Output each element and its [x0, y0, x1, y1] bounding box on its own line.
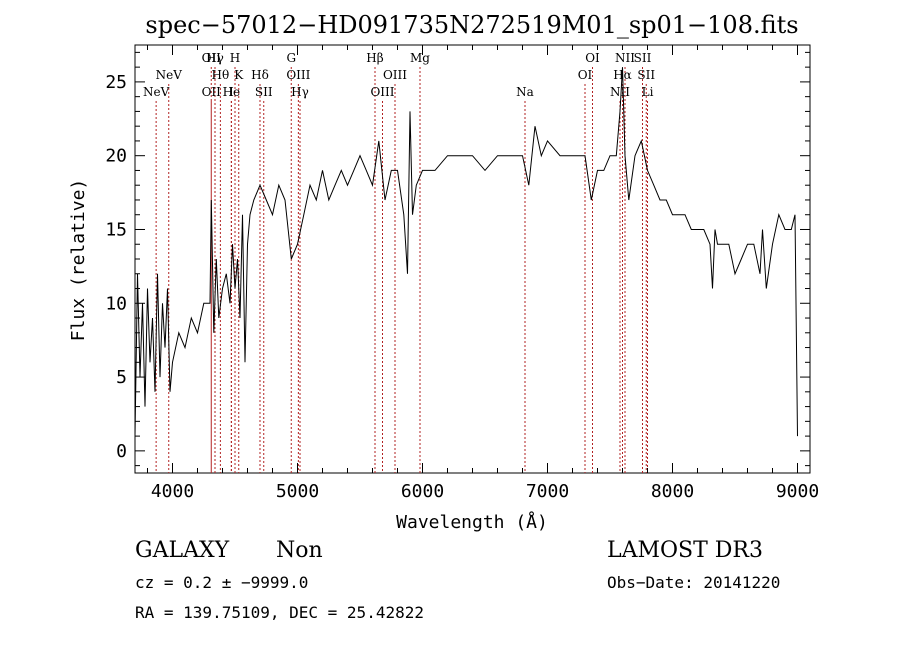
line-marker-label: OIII	[370, 85, 394, 99]
line-marker-label: OIII	[286, 68, 310, 82]
line-marker-label: OI	[578, 68, 593, 82]
y-tick-label: 20	[105, 146, 127, 167]
x-tick-label: 7000	[526, 481, 569, 502]
line-marker-label: Hγ	[291, 85, 309, 99]
line-marker-label: Na	[516, 85, 534, 99]
x-axis: 4000 5000 6000 7000 8000 9000	[147, 45, 819, 502]
y-tick-label: 0	[116, 441, 127, 462]
line-marker-label: Hθ	[212, 68, 230, 82]
chart-title: spec−57012−HD091735N272519M01_sp01−108.f…	[145, 11, 798, 39]
line-marker-label: Mg	[410, 51, 430, 65]
y-tick-label: 10	[105, 293, 127, 314]
survey-label: LAMOST DR3	[607, 538, 763, 563]
line-marker-label: Li	[642, 85, 654, 99]
line-marker-label: NeV	[143, 85, 170, 99]
line-marker-label: He	[223, 85, 241, 99]
x-tick-label: 8000	[651, 481, 694, 502]
line-marker-label: Hγ	[206, 51, 224, 65]
redshift-readout: cz = 0.2 ± −9999.0	[135, 573, 309, 592]
line-marker-label: H	[230, 51, 240, 65]
line-marker-label: NeV	[156, 68, 183, 82]
line-marker-label: Hδ	[251, 68, 269, 82]
line-marker-label: NII	[615, 51, 635, 65]
line-marker-label: OII	[202, 85, 222, 99]
line-marker-label: Hβ	[366, 51, 383, 65]
x-tick-label: 4000	[151, 481, 194, 502]
x-tick-label: 5000	[276, 481, 319, 502]
line-marker-label: OI	[585, 51, 600, 65]
plot-frame	[134, 44, 811, 474]
line-marker-label: SII	[637, 68, 655, 82]
emission-line-markers	[155, 67, 648, 473]
x-tick-label: 9000	[776, 481, 819, 502]
x-axis-label: Wavelength (Å)	[396, 511, 548, 533]
y-axis-label: Flux (relative)	[68, 179, 89, 342]
line-marker-label: SII	[255, 85, 273, 99]
y-tick-label: 25	[105, 72, 127, 93]
line-marker-label: SII	[634, 51, 652, 65]
line-marker-label: OIII	[383, 68, 407, 82]
obs-date-readout: Obs−Date: 20141220	[607, 573, 781, 592]
x-tick-label: 6000	[401, 481, 444, 502]
spectrum-series-line	[134, 67, 798, 437]
line-marker-label: NII	[610, 85, 630, 99]
line-marker-label: OII	[202, 51, 222, 65]
subclass-label: Non	[276, 538, 323, 563]
y-tick-label: 15	[105, 219, 127, 240]
y-tick-label: 5	[116, 367, 127, 388]
line-marker-label: G	[286, 51, 296, 65]
line-marker-label: I	[229, 85, 234, 99]
classification-label: GALAXY	[135, 538, 230, 563]
line-marker-label: K	[234, 68, 244, 82]
y-axis: 0 5 10 15 20 25	[105, 51, 810, 467]
coordinates-readout: RA = 139.75109, DEC = 25.42822	[135, 603, 424, 622]
